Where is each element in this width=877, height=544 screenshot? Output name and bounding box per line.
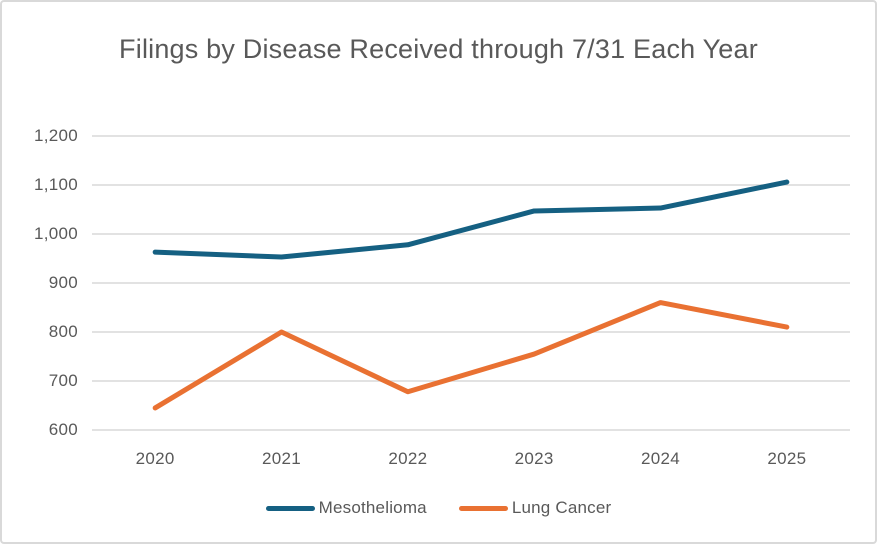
chart-title: Filings by Disease Received through 7/31… xyxy=(119,34,758,64)
gridlines xyxy=(92,135,850,431)
x-tick-label: 2021 xyxy=(261,449,302,468)
series-lines xyxy=(152,179,790,411)
y-tick-label: 700 xyxy=(48,371,78,390)
series-line-lung-cancer xyxy=(152,300,790,411)
legend-item: Lung Cancer xyxy=(458,498,612,518)
y-tick-label: 1,000 xyxy=(33,224,78,243)
x-tick-label: 2020 xyxy=(135,449,175,468)
chart-legend: Mesothelioma Lung Cancer xyxy=(2,496,875,520)
x-tick-label: 2023 xyxy=(514,449,554,468)
legend-swatch-icon xyxy=(458,505,508,511)
x-tick-label: 2022 xyxy=(388,449,428,468)
legend-label: Mesothelioma xyxy=(318,498,427,517)
legend-swatch-icon xyxy=(265,505,315,511)
y-tick-label: 600 xyxy=(48,420,78,439)
y-tick-label: 900 xyxy=(48,273,78,292)
series-line-mesothelioma xyxy=(152,179,790,260)
y-tick-label: 1,200 xyxy=(33,126,78,145)
y-tick-label: 1,100 xyxy=(33,175,78,194)
legend-label: Lung Cancer xyxy=(511,498,612,517)
y-tick-label: 800 xyxy=(48,322,78,341)
x-tick-label: 2025 xyxy=(767,449,807,468)
legend-item: Mesothelioma xyxy=(265,498,427,518)
x-tick-label: 2024 xyxy=(640,449,681,468)
